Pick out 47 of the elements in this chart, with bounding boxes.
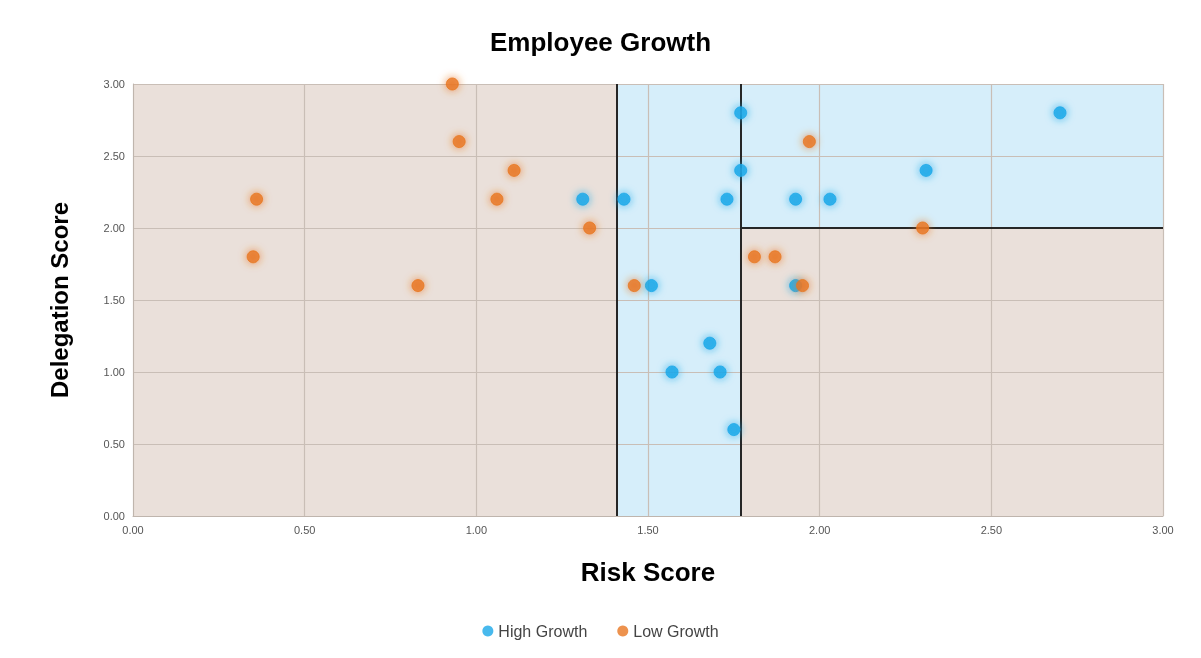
point	[665, 365, 679, 379]
x-tick-label: 0.00	[122, 523, 144, 536]
y-tick-label: 0.00	[103, 510, 125, 522]
point	[802, 135, 816, 149]
x-tick-label: 3.00	[1152, 523, 1174, 536]
point	[720, 192, 734, 206]
point	[919, 163, 933, 177]
point	[823, 192, 837, 206]
point	[713, 365, 727, 379]
point	[734, 106, 748, 120]
x-tick-label: 2.50	[980, 523, 1003, 536]
point	[583, 221, 597, 235]
y-tick-label: 0.50	[103, 438, 125, 450]
point	[490, 192, 504, 206]
y-tick-label: 2.00	[103, 222, 125, 234]
legend-label: High Growth	[498, 622, 588, 640]
point	[507, 163, 521, 177]
x-tick-label: 2.00	[808, 523, 831, 536]
point	[703, 336, 717, 350]
y-tick-label: 3.00	[103, 78, 125, 90]
point	[796, 279, 809, 293]
point	[445, 77, 459, 91]
y-tick-label: 2.50	[103, 150, 125, 162]
point	[916, 221, 930, 235]
point	[747, 250, 761, 264]
point	[727, 423, 741, 437]
x-tick-label: 1.50	[637, 523, 659, 536]
point	[768, 250, 782, 264]
point	[627, 279, 641, 293]
point	[411, 279, 425, 293]
point	[452, 135, 466, 149]
point	[246, 250, 260, 264]
point	[644, 279, 658, 293]
point	[617, 192, 631, 206]
legend-label: Low Growth	[633, 622, 719, 640]
y-tick-label: 1.50	[103, 294, 125, 306]
point	[734, 163, 748, 177]
y-tick-label: 1.00	[103, 366, 125, 378]
point	[250, 192, 264, 206]
point	[1053, 106, 1067, 120]
point	[576, 192, 590, 206]
point	[789, 192, 803, 206]
y-axis-title: Delegation Score	[45, 201, 73, 399]
chart-title: Employee Growth	[489, 27, 712, 57]
x-axis-title: Risk Score	[580, 557, 716, 587]
x-tick-label: 0.50	[293, 523, 316, 536]
x-tick-label: 1.00	[465, 523, 488, 536]
